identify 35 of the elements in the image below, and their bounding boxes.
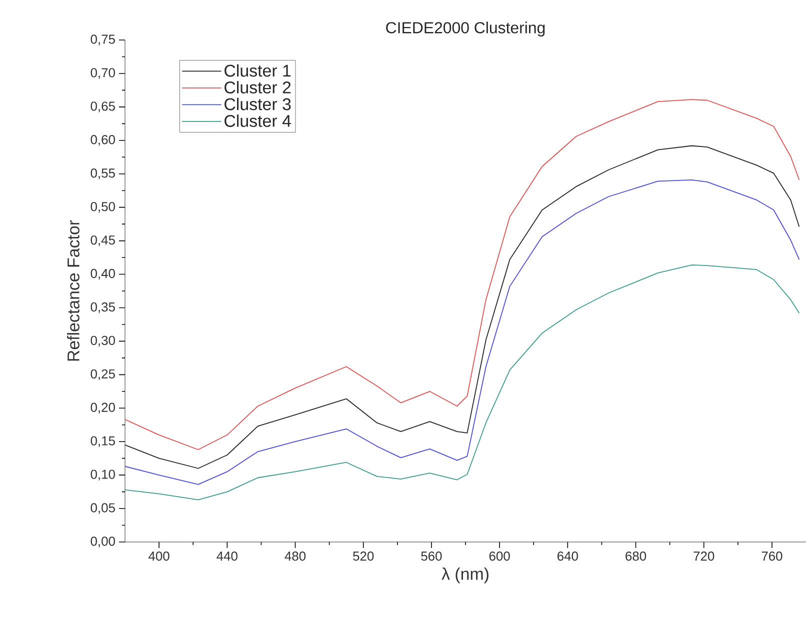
y-tick-label: 0,55 <box>90 168 115 180</box>
y-axis-title: Reflectance Factor <box>67 220 80 361</box>
y-tick-label: 0,75 <box>90 34 115 46</box>
y-tick-label: 0,60 <box>90 135 115 146</box>
legend-label: Cluster 1 <box>224 64 291 77</box>
x-tick-label: 400 <box>148 552 170 561</box>
x-tick-label: 560 <box>421 552 442 561</box>
y-tick-label: 0,40 <box>90 268 115 280</box>
x-tick-label: 600 <box>489 552 510 561</box>
y-tick-label: 0,10 <box>90 470 115 480</box>
line-series <box>125 99 800 450</box>
y-tick-label: 0,05 <box>90 503 115 514</box>
x-axis-title: λ (nm) <box>442 568 488 584</box>
legend-label: Cluster 2 <box>224 81 291 94</box>
x-tick-label: 760 <box>762 552 782 561</box>
y-tick-label: 0,15 <box>90 436 115 447</box>
legend-label: Cluster 4 <box>224 114 291 127</box>
y-tick-label: 0,35 <box>90 302 115 314</box>
y-tick-label: 0,70 <box>90 68 115 79</box>
x-tick-label: 640 <box>558 552 578 561</box>
legend-label: Cluster 3 <box>224 98 291 110</box>
x-tick-label: 480 <box>284 552 306 561</box>
y-tick-label: 0,65 <box>90 102 115 112</box>
y-tick-label: 0,30 <box>90 336 115 347</box>
chart-title: CIEDE2000 Clustering <box>386 22 545 37</box>
x-tick-label: 720 <box>694 552 714 561</box>
y-tick-label: 0,50 <box>90 202 115 213</box>
x-tick-label: 680 <box>626 552 646 561</box>
y-tick-label: 0,20 <box>90 402 115 414</box>
y-tick-label: 0,25 <box>90 369 115 380</box>
x-tick-label: 440 <box>216 552 238 561</box>
line-series <box>125 264 800 500</box>
x-tick-label: 520 <box>353 552 374 561</box>
y-tick-label: 0,45 <box>90 235 115 246</box>
y-tick-label: 0,00 <box>90 536 115 548</box>
